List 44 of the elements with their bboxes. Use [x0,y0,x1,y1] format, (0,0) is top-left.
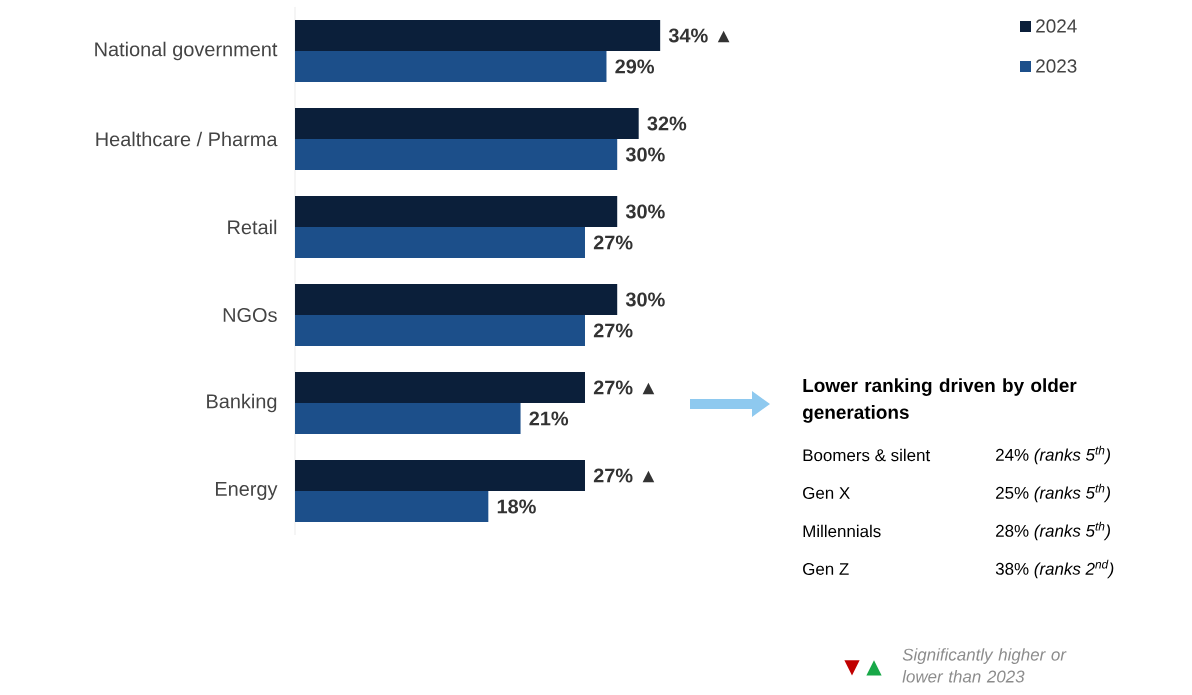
bar [295,138,618,170]
legend-label: 2024 [1036,19,1077,33]
data-label: 27% [593,323,633,338]
y-tick-label: Healthcare / Pharma [96,131,278,147]
text: ▼ [844,660,860,676]
bar [295,283,618,315]
text: Gen Z [803,563,849,575]
bar [295,51,607,82]
data-label: 21% [529,411,569,426]
data-label: 29% [615,59,655,74]
data-label: 27% ▲ [593,468,655,483]
bar [295,314,585,346]
data-label: 30% [625,204,665,219]
data-label: 34% ▲ [668,28,730,43]
y-tick-label: National government [95,41,278,61]
bar [295,459,585,491]
data-label: 30% [625,292,665,307]
bar [295,226,585,258]
text: Boomers & silent [803,448,931,462]
text: 28% (ranks 5$^{th}$) [996,521,1110,541]
text: Gen X [803,487,850,499]
text: Millennials [803,524,881,538]
y-tick-label: NGOs [223,307,277,323]
data-label: 30% [625,147,665,162]
text: Lower ranking driven by older generations [802,378,1077,423]
data-label: 32% [647,116,687,131]
text: ▲ [866,660,882,676]
bar [295,371,585,403]
bar [295,490,489,522]
bar [295,20,661,51]
bar [295,402,521,434]
text: 25% (ranks 5$^{th}$) [996,483,1110,503]
text: 24% (ranks 5$^{th}$) [996,445,1110,465]
y-tick-label: Banking [207,393,277,413]
legend-label: 2023 [1036,59,1077,73]
text: Significantly higher or lower than 2023 [902,648,1067,683]
data-label: 18% [497,499,536,514]
bar [295,108,639,139]
data-label: 27% [593,235,633,250]
y-tick-label: Energy [216,482,278,500]
y-tick-label: Retail [228,219,277,235]
text: 38% (ranks 2$^{nd}$) [995,559,1114,579]
data-label: 27% ▲ [593,380,655,395]
bar [295,195,618,227]
